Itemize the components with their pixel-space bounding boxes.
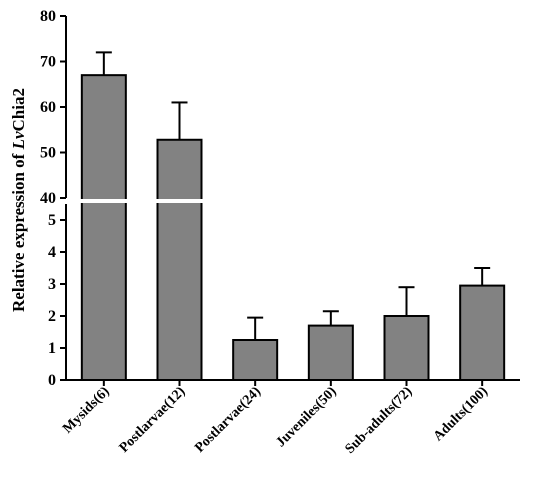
y-tick-label: 70 [40, 54, 56, 71]
bar [80, 74, 127, 382]
x-tick-label: Sub-adults(72) [343, 384, 416, 457]
x-tick-label: Mysids(6) [60, 384, 113, 437]
bar [232, 339, 279, 381]
bar [307, 324, 354, 382]
bar [383, 315, 430, 381]
axis-layer [56, 15, 520, 386]
y-tick-label: 60 [40, 99, 56, 116]
axis-break-gap [56, 199, 510, 203]
bar [156, 138, 203, 381]
x-tick-label: Adults(100) [431, 384, 491, 444]
y-tick-label: 80 [40, 8, 56, 25]
y-tick-label: 50 [40, 145, 56, 162]
y-tick-label: 1 [48, 340, 56, 357]
y-tick-label: 5 [48, 212, 56, 229]
y-tick-label: 2 [48, 308, 56, 325]
x-tick-label: Postlarvae(24) [192, 384, 264, 456]
bar [459, 284, 506, 382]
y-tick-label: 4 [48, 244, 56, 261]
x-tick-label: Postlarvae(12) [117, 384, 189, 456]
y-tick-label: 3 [48, 276, 56, 293]
bars-layer [80, 51, 506, 382]
y-axis-title: Relative expression of LvChia2 [9, 88, 28, 312]
y-tick-label: 40 [40, 190, 56, 207]
x-tick-label: Juveniles(50) [274, 384, 340, 450]
y-tick-label: 0 [48, 372, 56, 389]
